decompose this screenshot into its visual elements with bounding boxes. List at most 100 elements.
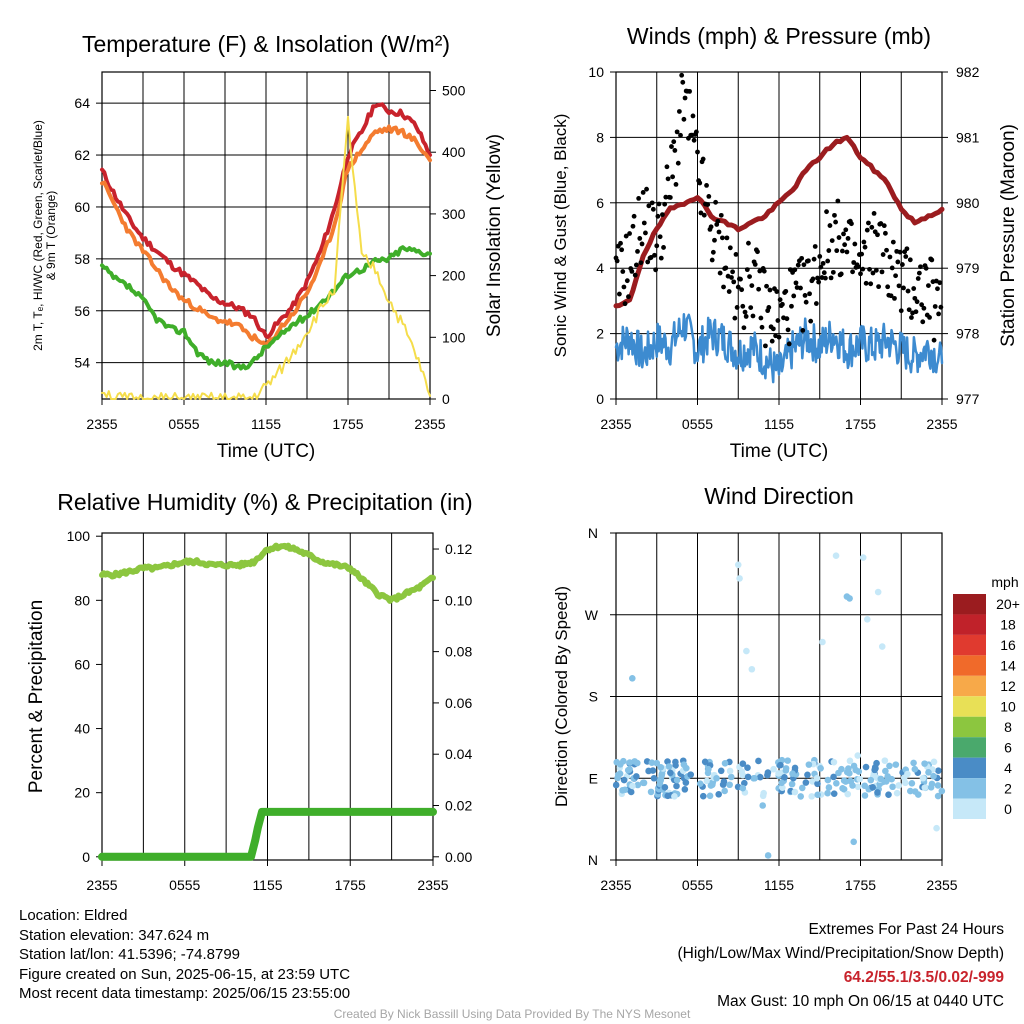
y2-tick-label: 0.06 (445, 695, 472, 711)
station-info: Location: Eldred Station elevation: 347.… (19, 906, 350, 1004)
direction-point (781, 774, 788, 781)
gust-point (720, 235, 725, 241)
gust-point (890, 239, 896, 245)
chart-title: Relative Humidity (%) & Precipitation (i… (57, 489, 472, 515)
gust-point (687, 88, 692, 94)
gust-point (862, 244, 868, 250)
gust-point (621, 284, 627, 290)
gust-point (889, 265, 895, 271)
gust-point (916, 270, 922, 276)
gust-point (743, 314, 749, 319)
y2-tick-label: 0.10 (445, 592, 472, 608)
gust-point (866, 220, 871, 226)
gust-point (755, 249, 760, 255)
gust-point (718, 212, 724, 218)
y2-tick-label: 200 (442, 268, 466, 284)
direction-point (862, 763, 870, 771)
direction-point (889, 783, 896, 791)
gust-point (776, 334, 782, 340)
gust-point (929, 257, 935, 263)
gust-point (875, 232, 880, 238)
y-tick-label: 2 (596, 326, 604, 342)
gust-point (673, 181, 679, 187)
gust-point (679, 72, 685, 78)
direction-point (755, 757, 762, 765)
direction-point (927, 784, 935, 791)
direction-point (852, 766, 859, 774)
y-tick-label: E (589, 770, 598, 786)
gust-point (867, 266, 872, 272)
gust-point (675, 160, 681, 166)
direction-point (878, 643, 886, 650)
direction-point (647, 788, 655, 796)
wind-speed-line (614, 313, 944, 384)
gust-point (756, 286, 762, 292)
gust-point (785, 327, 791, 333)
colorbar-label: 0 (1004, 801, 1012, 817)
direction-point (856, 775, 863, 783)
direction-point (934, 782, 942, 789)
series-line (100, 245, 432, 371)
gust-point (746, 240, 751, 246)
direction-point (705, 765, 712, 773)
y2-tick-label: 300 (442, 206, 466, 222)
direction-point (661, 784, 669, 791)
gust-point (626, 294, 631, 300)
gust-point (915, 276, 921, 281)
gust-point (909, 315, 914, 320)
gust-point (652, 252, 657, 258)
direction-point (907, 787, 914, 795)
direction-point (902, 779, 909, 787)
y-tick-label: 80 (74, 592, 90, 608)
gust-point (739, 287, 745, 293)
series-line (100, 102, 432, 340)
x-tick-label: 1155 (764, 877, 794, 893)
y-tick-label: N (588, 852, 598, 868)
gust-point (779, 301, 785, 307)
direction-point (648, 759, 656, 767)
y2-tick-label: 982 (956, 64, 980, 80)
y-tick-label: 40 (74, 721, 90, 737)
y-tick-label: 0 (596, 391, 604, 407)
gust-point (645, 259, 651, 265)
direction-point (734, 561, 742, 569)
gust-point (758, 315, 764, 321)
gust-point (827, 223, 833, 228)
direction-point (707, 782, 715, 789)
gust-point (622, 301, 628, 307)
gust-point (749, 283, 755, 288)
colorbar-swatch (953, 798, 986, 819)
gust-point (861, 239, 867, 245)
y-tick-label: 58 (74, 251, 90, 267)
direction-point (789, 770, 796, 778)
direction-point (687, 771, 695, 778)
y-tick-label: 100 (67, 528, 91, 544)
y-tick-label: 54 (74, 355, 90, 371)
x-tick-label: 2355 (417, 877, 448, 893)
gust-point (676, 109, 682, 114)
direction-point (680, 761, 688, 768)
gust-point (936, 311, 942, 317)
direction-point (844, 790, 852, 798)
direction-point (759, 802, 766, 809)
direction-point (701, 758, 709, 766)
gust-point (727, 245, 733, 251)
gust-point (920, 319, 926, 325)
gust-point (927, 315, 932, 320)
direction-point (706, 792, 714, 800)
gust-point (799, 255, 805, 261)
colorbar-label: 20+ (996, 596, 1020, 612)
direction-point (846, 595, 853, 602)
gust-point (836, 235, 842, 240)
direction-point (871, 764, 879, 771)
colorbar-label: 8 (1004, 719, 1012, 735)
gust-point (887, 254, 893, 260)
gust-point (614, 258, 620, 264)
colorbar-swatch (953, 716, 986, 738)
colorbar-unit: mph (991, 574, 1018, 590)
gust-point (662, 201, 668, 207)
direction-point (919, 774, 927, 782)
direction-point (736, 575, 743, 582)
gust-point (879, 269, 885, 275)
x-tick-label: 2355 (600, 877, 631, 893)
